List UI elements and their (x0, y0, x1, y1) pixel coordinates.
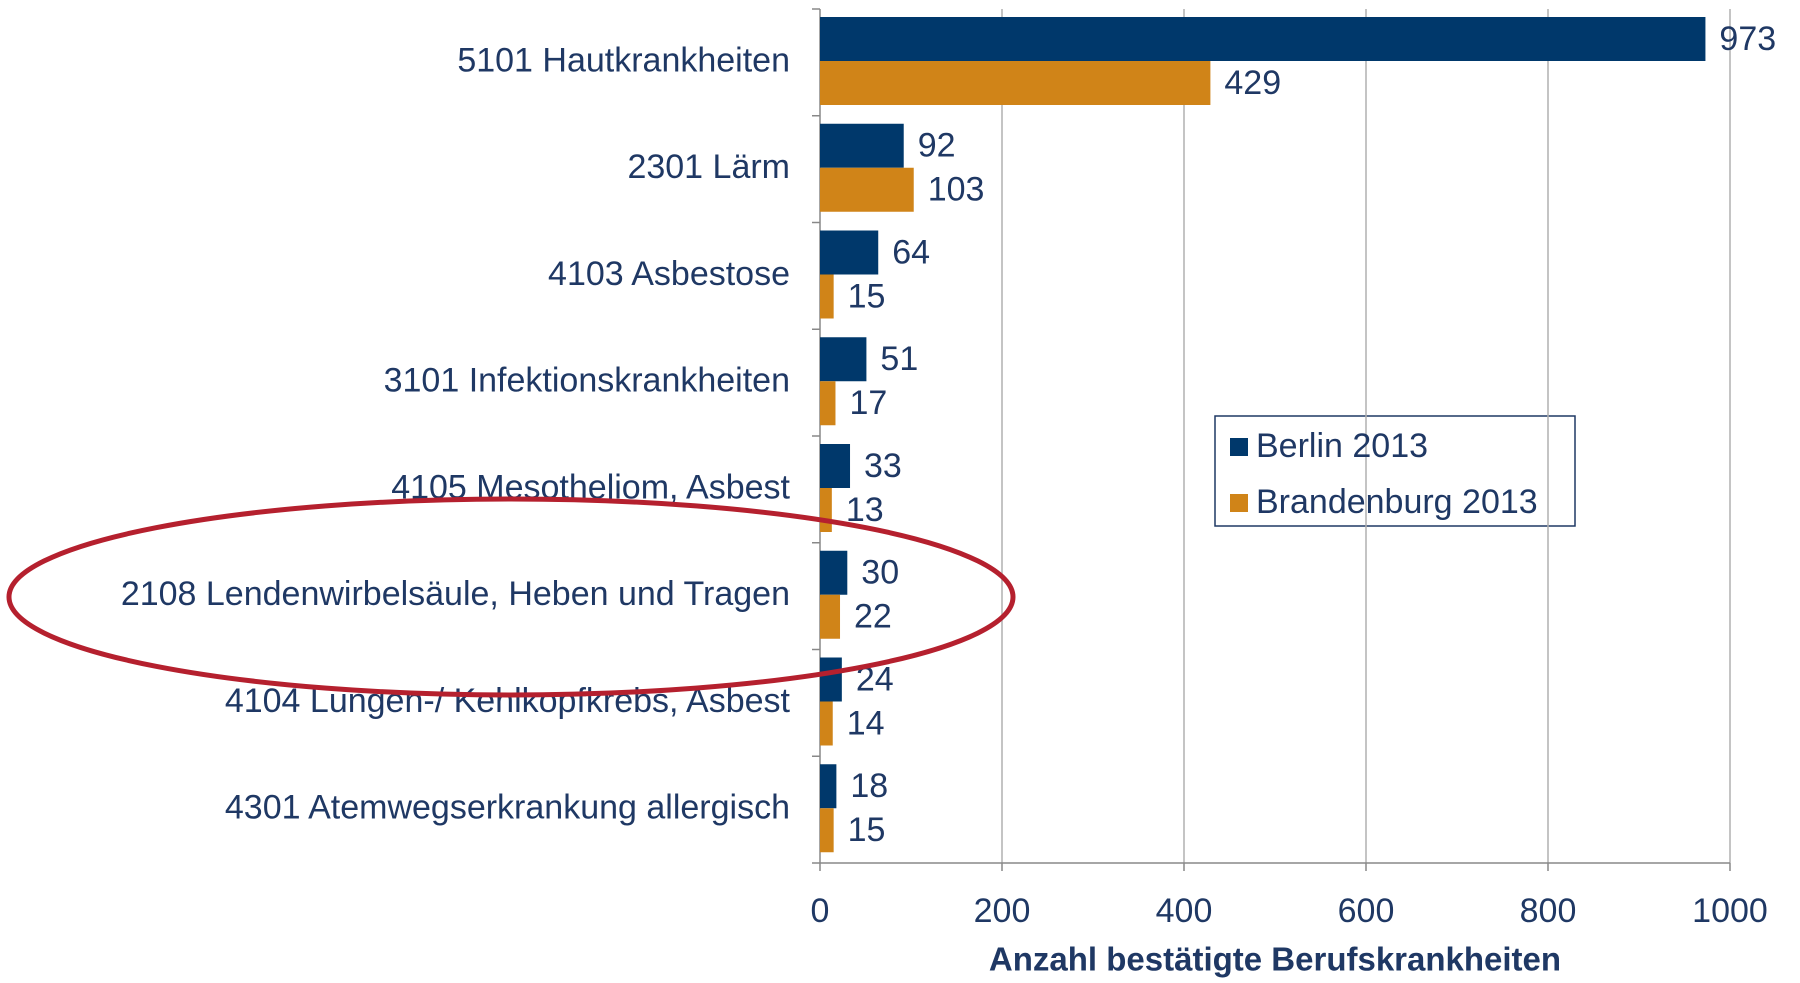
data-label: 18 (850, 767, 888, 805)
data-label: 30 (861, 554, 899, 592)
data-label: 51 (880, 340, 918, 378)
bar (820, 808, 834, 853)
bar (820, 123, 904, 168)
y-tick-label: 4103 Asbestose (548, 255, 790, 293)
bar (820, 657, 842, 702)
x-tick-label: 0 (811, 892, 830, 930)
bar (820, 61, 1211, 105)
bar (820, 594, 841, 639)
data-label: 92 (918, 127, 956, 165)
x-tick-label: 800 (1520, 892, 1577, 930)
bar (820, 230, 879, 275)
x-axis-title: Anzahl bestätigte Berufskrankheiten (989, 941, 1561, 978)
data-label: 17 (849, 384, 887, 422)
x-tick-label: 1000 (1692, 892, 1768, 930)
data-label: 15 (848, 277, 886, 315)
y-tick-label: 5101 Hautkrankheiten (457, 41, 790, 79)
legend-label: Berlin 2013 (1256, 427, 1428, 465)
y-tick-label: 3101 Infektionskrankheiten (384, 362, 790, 400)
bar (820, 337, 867, 382)
data-label: 22 (854, 598, 892, 636)
bar (820, 764, 837, 809)
bar (820, 17, 1706, 61)
bar (820, 701, 833, 746)
bar (820, 444, 851, 488)
x-tick-label: 400 (1156, 892, 1213, 930)
data-label: 64 (892, 233, 930, 271)
bar (820, 381, 836, 426)
legend-label: Brandenburg 2013 (1256, 483, 1538, 521)
data-label: 103 (928, 171, 985, 209)
legend-swatch (1230, 438, 1248, 456)
legend-swatch (1230, 494, 1248, 512)
x-tick-label: 200 (974, 892, 1031, 930)
y-tick-label: 4301 Atemwegserkrankung allergisch (225, 789, 790, 827)
data-label: 429 (1224, 64, 1281, 102)
data-label: 33 (864, 447, 902, 485)
highlight-ellipse (6, 496, 1016, 698)
bar (820, 550, 848, 595)
legend-box (1214, 415, 1576, 527)
y-tick-label: 2301 Lärm (627, 148, 790, 186)
data-label: 15 (848, 811, 886, 849)
bar (820, 488, 832, 532)
data-label: 973 (1719, 20, 1776, 58)
y-tick-label: 2108 Lendenwirbelsäule, Heben und Tragen (121, 575, 790, 613)
data-label: 14 (847, 704, 885, 742)
bar (820, 167, 914, 212)
bar (820, 274, 834, 319)
x-tick-label: 600 (1338, 892, 1395, 930)
